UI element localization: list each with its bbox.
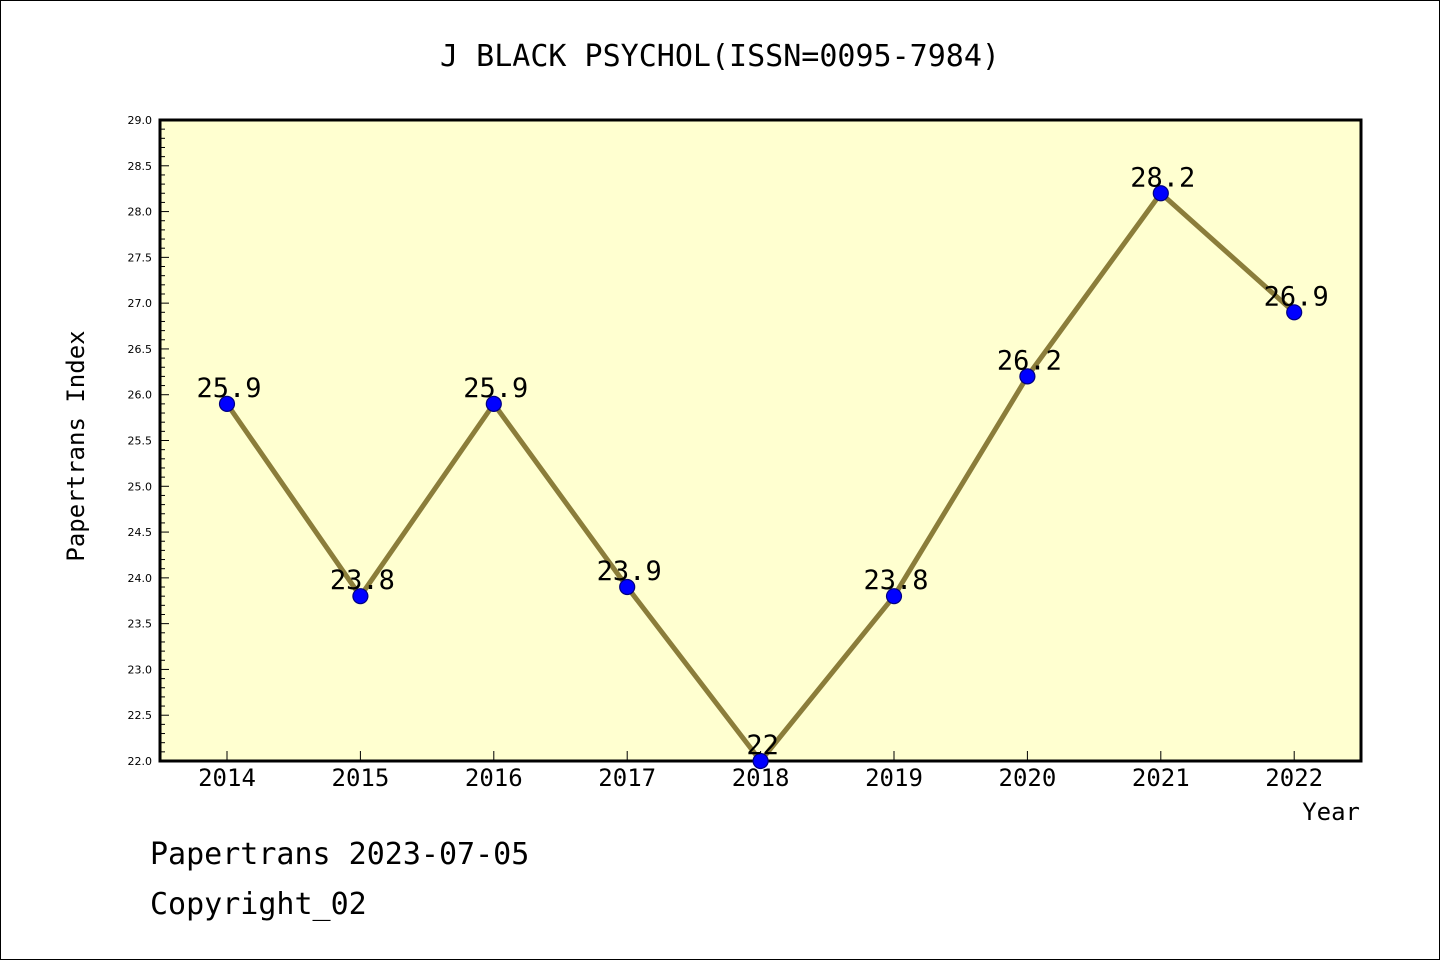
data-point	[352, 588, 369, 605]
data-point	[1152, 185, 1169, 202]
y-axis: 22.0 22.5 23.0 23.5 24.0 24.5 25.0 25.5 26.0 26.5…	[128, 114, 169, 768]
data-label: 26.2	[997, 345, 1062, 376]
y-tick-label: 28.0	[128, 206, 153, 219]
data-label: 23.9	[597, 556, 662, 587]
x-tick-label: 2014	[198, 764, 256, 792]
data-point	[752, 752, 769, 770]
footer-copyright: Copyright_02	[150, 887, 367, 922]
y-tick-label: 28.5	[128, 160, 153, 173]
x-axis-label: Year	[1302, 798, 1360, 826]
y-tick-label: 24.0	[128, 572, 153, 585]
y-tick-label: 22.0	[128, 755, 153, 768]
y-tick-label: 27.0	[128, 297, 153, 310]
x-tick-label: 2015	[332, 764, 390, 792]
x-tick-label: 2016	[465, 764, 523, 792]
footer-date: Papertrans 2023-07-05	[150, 837, 529, 872]
data-point	[885, 588, 903, 605]
data-label: 23.8	[863, 565, 928, 596]
y-tick-label: 23.0	[128, 663, 153, 676]
data-label: 23.8	[330, 565, 395, 596]
y-tick-label: 25.5	[128, 435, 153, 448]
x-tick-label: 2021	[1132, 764, 1190, 792]
y-tick-label: 25.0	[128, 480, 153, 493]
x-tick-label: 2020	[999, 764, 1057, 792]
data-point	[1286, 304, 1303, 321]
data-label: 22	[746, 730, 779, 761]
data-labels: 25.9 23.8 25.9 23.9 22 23.8 26.2 28.2 26.9	[196, 162, 1328, 761]
y-axis-label: Papertrans Index	[62, 330, 90, 561]
x-tick-label: 2019	[865, 764, 923, 792]
x-axis: 2014 2015 2016 2017 2018 2019 2020 2021 2022	[198, 751, 1323, 792]
data-point	[218, 395, 236, 412]
chart-title: J BLACK PSYCHOL(ISSN=0095-7984)	[440, 39, 1000, 74]
y-tick-label: 26.0	[128, 389, 153, 402]
y-tick-label: 24.5	[128, 526, 153, 539]
x-tick-label: 2022	[1265, 764, 1323, 792]
y-tick-label: 29.0	[128, 114, 153, 127]
x-tick-label: 2017	[598, 764, 656, 792]
data-label: 25.9	[196, 373, 261, 404]
data-label: 26.9	[1264, 281, 1329, 312]
data-point	[619, 578, 636, 596]
y-tick-label: 26.5	[128, 343, 153, 356]
data-point	[485, 395, 502, 412]
plot-area	[158, 118, 1363, 763]
y-tick-label: 27.5	[128, 251, 153, 264]
y-tick-label: 22.5	[128, 709, 153, 722]
y-tick-label: 23.5	[128, 618, 153, 631]
data-label: 28.2	[1130, 162, 1195, 193]
data-label: 25.9	[463, 373, 528, 404]
data-point	[1019, 368, 1036, 385]
series-line	[218, 185, 1303, 770]
